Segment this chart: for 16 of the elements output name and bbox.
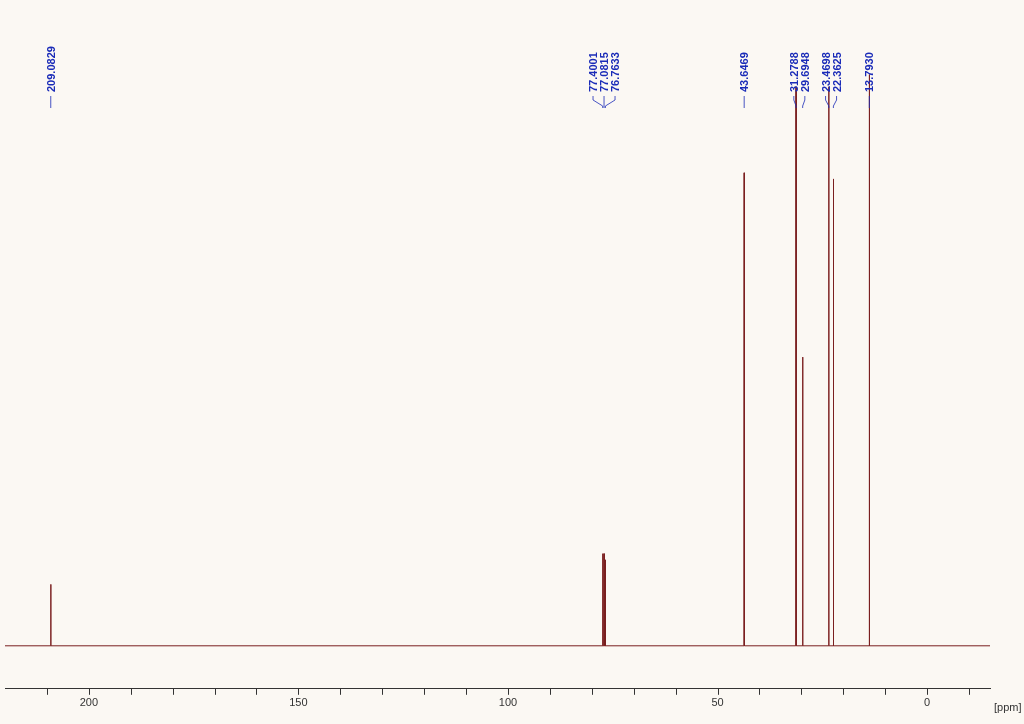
annotation: 31.2788 <box>787 52 800 92</box>
annotation: 76.7633 <box>609 52 622 92</box>
annotation: 13.7930 <box>863 52 876 92</box>
annotation: 23.4698 <box>819 52 832 92</box>
annotation: 77.4001 <box>587 52 600 92</box>
annotation: 22.3625 <box>830 52 843 92</box>
annotation: 77.0815 <box>598 52 611 92</box>
annotation: 43.6469 <box>738 52 751 92</box>
x-tick-label: 200 <box>79 696 99 709</box>
x-axis-title: [ppm] <box>994 700 1022 713</box>
annotation: 209.0829 <box>44 46 57 92</box>
x-tick-label: 100 <box>498 696 518 709</box>
x-tick-label: 0 <box>924 696 931 709</box>
x-tick-label: 150 <box>289 696 308 709</box>
x-tick-label: 50 <box>711 696 724 709</box>
annotation: 29.6948 <box>798 52 811 92</box>
